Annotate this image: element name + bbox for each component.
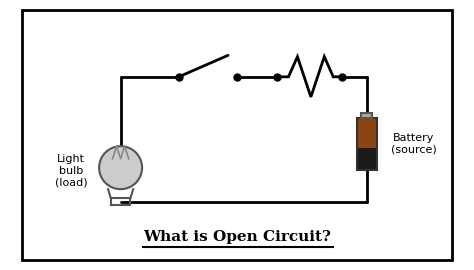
FancyBboxPatch shape [357, 148, 377, 170]
Text: Light
bulb
(load): Light bulb (load) [55, 154, 88, 187]
FancyBboxPatch shape [357, 118, 377, 148]
Circle shape [99, 146, 142, 189]
Text: Battery
(source): Battery (source) [391, 133, 437, 155]
FancyBboxPatch shape [361, 113, 372, 118]
Text: What is Open Circuit?: What is Open Circuit? [143, 230, 331, 244]
